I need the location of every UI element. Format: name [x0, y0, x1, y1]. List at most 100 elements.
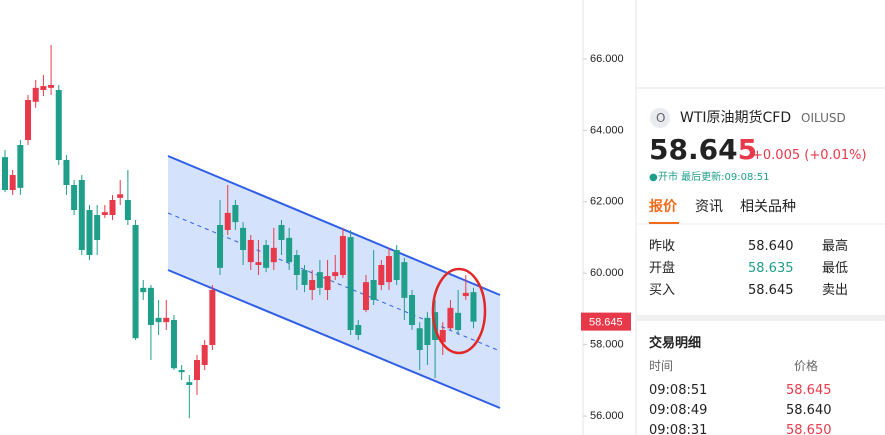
- candle-body: [86, 210, 93, 255]
- quote-value: 58.635: [748, 261, 794, 276]
- channel-mid: [167, 212, 501, 352]
- candle-body: [94, 215, 101, 240]
- candle-body: [25, 100, 32, 140]
- last-price: 58.645: [649, 133, 758, 166]
- candle-body: [17, 145, 24, 188]
- trades-title: 交易明细: [649, 336, 702, 351]
- candle-body: [339, 236, 346, 275]
- trades-header: 时间: [649, 359, 674, 373]
- y-tick-label: 66.000: [590, 53, 624, 65]
- candle-body: [332, 272, 339, 277]
- candle-body: [278, 225, 285, 240]
- quote-label: 最低: [822, 261, 849, 276]
- trade-time: 09:08:31: [649, 423, 708, 435]
- quote-label: 开盘: [649, 261, 676, 276]
- candle-body: [232, 205, 239, 223]
- candle-body: [9, 175, 16, 190]
- channel-upper: [167, 155, 501, 296]
- trades-header: 价格: [794, 359, 819, 373]
- y-tick-label: 58.000: [590, 339, 624, 351]
- candle-body: [178, 370, 185, 373]
- quote-label: 最高: [822, 239, 849, 254]
- y-tick-label: 62.000: [590, 196, 624, 208]
- candle-body: [324, 276, 331, 290]
- last-digit: 5: [737, 133, 758, 166]
- candle-body: [447, 307, 454, 329]
- candle-body: [286, 237, 293, 263]
- candle-body: [2, 157, 8, 190]
- trade-price: 58.645: [786, 383, 832, 398]
- candle-body: [194, 360, 200, 380]
- candle-body: [63, 160, 70, 185]
- candle-body: [439, 330, 446, 343]
- candle-body: [309, 280, 316, 290]
- quote-value: 58.640: [748, 239, 794, 254]
- tab[interactable]: 报价: [649, 199, 677, 215]
- candle-body: [462, 292, 469, 297]
- instrument-name: WTI原油期货CFD: [680, 110, 792, 126]
- tab[interactable]: 相关品种: [740, 199, 796, 215]
- candle-body: [109, 200, 116, 215]
- candle-body: [301, 270, 308, 285]
- candle-body: [140, 287, 147, 293]
- trade-price: 58.640: [786, 403, 832, 418]
- candle-body: [255, 262, 262, 265]
- candle-body: [316, 272, 323, 288]
- channel-lower: [167, 269, 501, 409]
- y-tick-label: 64.000: [590, 124, 624, 136]
- market-status: 开市 最后更新:09:08:51: [658, 172, 770, 183]
- candle-body: [101, 212, 108, 215]
- trade-time: 09:08:49: [649, 403, 708, 418]
- candle-body: [124, 200, 131, 220]
- candle-body: [470, 292, 477, 322]
- candle-body: [393, 250, 400, 280]
- candle-body: [293, 255, 300, 275]
- instrument-symbol: OILUSD: [801, 111, 846, 125]
- candle-body: [355, 325, 362, 335]
- candle-body: [163, 317, 170, 323]
- candle-body: [186, 382, 193, 385]
- candle-body: [247, 240, 254, 263]
- candle-body: [55, 90, 62, 160]
- candle-body: [263, 245, 270, 268]
- candle-body: [362, 282, 369, 310]
- candle-body: [155, 317, 162, 323]
- y-tick-label: 56.000: [590, 410, 624, 422]
- candle-body: [117, 194, 124, 198]
- candle-body: [48, 85, 55, 88]
- candle-body: [347, 237, 354, 330]
- highlight-ellipse: [431, 267, 487, 355]
- candle-body: [170, 320, 177, 369]
- candle-body: [201, 345, 208, 365]
- candle-body: [378, 265, 385, 285]
- candle-body: [370, 280, 377, 300]
- price-tag: [581, 312, 631, 331]
- candle-body: [78, 180, 85, 250]
- candle-body: [240, 227, 247, 250]
- tab[interactable]: 资讯: [695, 199, 723, 215]
- candle-body: [455, 312, 462, 330]
- candle-body: [270, 247, 277, 263]
- candle-body: [217, 225, 224, 268]
- symbol-icon: [650, 108, 670, 128]
- y-tick-label: 60.000: [590, 267, 624, 279]
- price-change: +0.005 (+0.01%): [752, 148, 867, 163]
- quote-label: 买入: [649, 283, 676, 298]
- quote-value: 58.645: [748, 283, 794, 298]
- candle-body: [401, 262, 408, 298]
- icon-letter: O: [656, 111, 666, 125]
- candle-body: [32, 87, 39, 102]
- trade-time: 09:08:51: [649, 383, 708, 398]
- candle-body: [224, 212, 231, 230]
- trade-price: 58.650: [786, 423, 832, 435]
- candle-body: [416, 328, 423, 350]
- market-status-dot: ●: [649, 172, 658, 183]
- candle-body: [386, 256, 392, 283]
- price-tag-label: 58.645: [589, 317, 623, 329]
- candle-body: [209, 290, 216, 345]
- candle-body: [71, 185, 78, 210]
- candle-body: [147, 287, 154, 325]
- candle-body: [409, 295, 416, 325]
